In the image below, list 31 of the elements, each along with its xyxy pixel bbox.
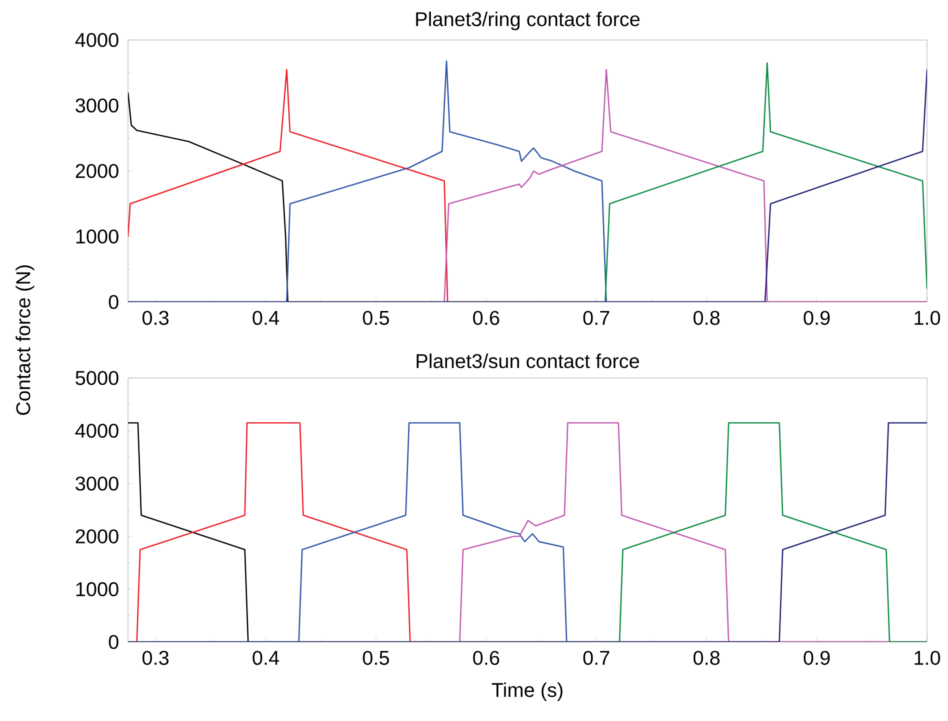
x-tick-label: 0.5 xyxy=(362,650,389,665)
x-tick-label: 0.6 xyxy=(473,310,500,325)
y-tick-label: 5000 xyxy=(76,370,118,386)
y-tick-label: 2000 xyxy=(76,529,118,544)
chart-title: Planet3/ring contact force xyxy=(416,12,640,30)
x-tick-label: 0.7 xyxy=(583,650,610,665)
x-tick-label: 0.9 xyxy=(804,310,830,325)
chart-title: Planet3/sun contact force xyxy=(416,354,640,368)
x-tick-label: 0.9 xyxy=(804,650,830,665)
y-tick-label: 0 xyxy=(108,294,118,310)
x-tick-label: 1.0 xyxy=(914,650,940,665)
x-axis-title: Time (s) xyxy=(492,682,562,701)
y-tick-label: 4000 xyxy=(75,32,118,48)
x-tick-label: 0.8 xyxy=(694,310,720,325)
y-tick-label: 3000 xyxy=(76,476,118,491)
x-tick-label: 1.0 xyxy=(914,310,940,325)
x-tick-label: 0.5 xyxy=(362,310,389,325)
x-tick-label: 0.3 xyxy=(142,650,169,665)
y-tick-label: 1000 xyxy=(76,582,118,596)
y-tick-label: 3000 xyxy=(76,98,118,113)
y-tick-label: 2000 xyxy=(76,164,118,178)
x-tick-label: 0.8 xyxy=(694,650,720,665)
y-tick-label: 1000 xyxy=(76,229,118,244)
x-tick-label: 0.3 xyxy=(142,310,169,325)
y-tick-label: 0 xyxy=(108,634,118,650)
x-tick-label: 0.4 xyxy=(252,310,280,325)
x-tick-label: 0.7 xyxy=(583,310,610,325)
x-tick-label: 0.6 xyxy=(473,650,500,665)
y-axis-title: Contact force (N) xyxy=(16,265,34,415)
x-tick-label: 0.4 xyxy=(252,650,280,665)
y-tick-label: 4000 xyxy=(75,424,118,438)
